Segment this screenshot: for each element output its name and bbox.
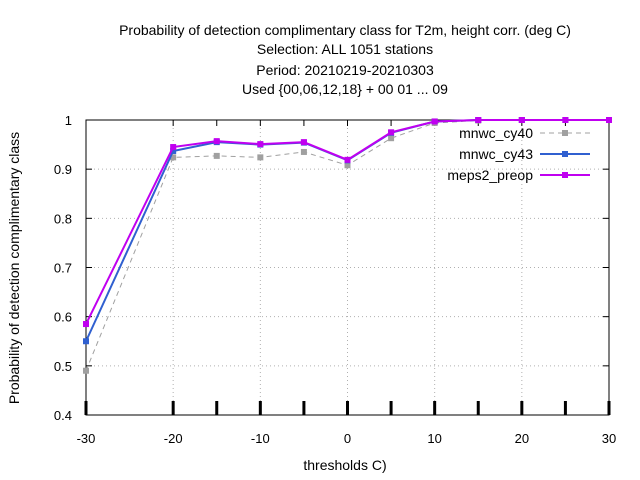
legend-label-mnwc-cy43: mnwc_cy43 — [459, 146, 533, 162]
data-point-meps2-preop — [388, 129, 395, 136]
x-tick-label: -20 — [164, 431, 183, 446]
data-point-mnwc-cy40 — [300, 148, 307, 155]
data-point-mnwc-cy40 — [388, 135, 395, 142]
y-tick-label: 0.8 — [54, 211, 72, 226]
series-line-meps2-preop — [85, 119, 609, 325]
legend: mnwc_cy40 mnwc_cy43 meps2_preop — [447, 125, 590, 183]
data-point-meps2-preop — [213, 138, 220, 145]
legend-swatch-marker-mnwc-cy43 — [562, 151, 568, 157]
data-point-mnwc-cy40 — [257, 154, 264, 161]
series-line-mnwc-cy40 — [85, 119, 609, 371]
data-point-meps2-preop — [83, 321, 89, 328]
chart-title-line-1: Probability of detection complimentary c… — [119, 22, 571, 38]
y-tick-label: 0.7 — [54, 261, 72, 276]
legend-swatch-marker-mnwc-cy40 — [562, 130, 568, 136]
data-point-meps2-preop — [344, 156, 351, 163]
legend-label-meps2-preop: meps2_preop — [447, 167, 533, 183]
chart-title-line-2: Selection: ALL 1051 stations — [257, 41, 433, 57]
legend-label-mnwc-cy40: mnwc_cy40 — [459, 125, 533, 141]
x-tick-label: -10 — [251, 431, 270, 446]
data-point-mnwc-cy43 — [83, 338, 89, 345]
x-tick-label: -30 — [77, 431, 96, 446]
legend-swatch-marker-meps2-preop — [562, 172, 568, 178]
data-point-mnwc-cy40 — [83, 367, 89, 374]
data-point-meps2-preop — [518, 117, 525, 123]
data-point-mnwc-cy43 — [170, 147, 177, 154]
chart-title-block: Probability of detection complimentary c… — [119, 22, 571, 97]
y-tick-label: 0.6 — [54, 310, 72, 325]
y-axis-label: Probability of detection complimentary c… — [6, 132, 22, 404]
data-point-mnwc-cy40 — [213, 152, 220, 159]
y-tick-label: 0.9 — [54, 162, 72, 177]
data-point-mnwc-cy40 — [344, 162, 351, 169]
y-tick-label: 0.4 — [54, 408, 72, 423]
data-point-meps2-preop — [606, 117, 612, 123]
data-point-meps2-preop — [170, 144, 177, 151]
x-axis-label: thresholds C) — [303, 457, 386, 473]
x-tick-label: 10 — [427, 431, 441, 446]
x-tick-label: 0 — [344, 431, 351, 446]
data-point-meps2-preop — [431, 118, 438, 125]
series-group — [83, 117, 612, 374]
y-tick-label: 1 — [65, 113, 72, 128]
data-point-meps2-preop — [300, 139, 307, 146]
data-point-meps2-preop — [562, 117, 569, 123]
chart-title-line-3: Period: 20210219-20210303 — [256, 62, 434, 78]
axis-ticks: 0.4 0.5 0.6 0.7 0.8 0.9 1 -30 -20 -10 0 10 20 30 — [54, 113, 616, 446]
y-tick-label: 0.5 — [54, 359, 72, 374]
x-tick-label: 20 — [515, 431, 529, 446]
data-point-meps2-preop — [475, 117, 482, 123]
data-point-meps2-preop — [257, 141, 264, 148]
data-point-mnwc-cy40 — [170, 154, 177, 161]
x-tick-label: 30 — [602, 431, 616, 446]
chart-title-line-4: Used {00,06,12,18} + 00 01 ... 09 — [242, 81, 448, 97]
